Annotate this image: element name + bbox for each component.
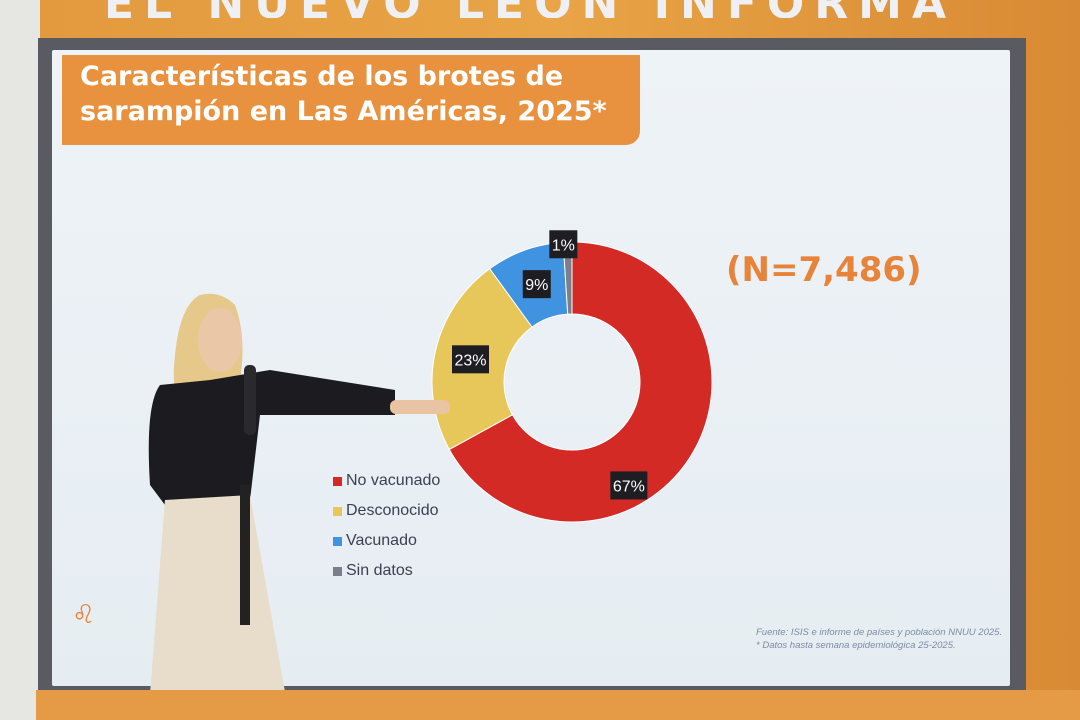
donut-slice-no-vacunado	[448, 241, 713, 523]
legend-label: Vacunado	[346, 532, 417, 549]
data-label-text: 9%	[525, 277, 548, 294]
legend-item: No vacunado	[333, 466, 440, 496]
stage-floor	[36, 690, 1080, 720]
data-label-text: 67%	[613, 478, 645, 495]
legend-swatch	[333, 476, 342, 486]
data-label: 67%	[610, 471, 648, 500]
title-line-1: Características de los brotes de	[80, 61, 564, 92]
source-note: Fuente: ISIS e informe de países y pobla…	[756, 626, 1002, 652]
data-label-box	[610, 471, 648, 500]
sample-size: (N=7,486)	[726, 250, 922, 290]
data-label-text: 23%	[454, 352, 486, 369]
legend-label: Desconocido	[346, 502, 439, 519]
legend-item: Desconocido	[333, 496, 440, 526]
source-line-1: Fuente: ISIS e informe de países y pobla…	[756, 627, 1003, 638]
data-label: 1%	[549, 230, 578, 259]
data-label: 9%	[522, 270, 551, 299]
lion-logo-icon: ♌	[72, 600, 96, 630]
legend-swatch	[333, 566, 342, 576]
data-label: 23%	[452, 345, 490, 374]
legend-label: Sin datos	[346, 562, 413, 579]
legend-swatch	[333, 506, 342, 516]
source-line-2: * Datos hasta semana epidemiológica 25-2…	[756, 640, 956, 651]
data-label-box	[452, 345, 490, 374]
title-line-2: sarampión en Las Américas, 2025*	[80, 96, 607, 127]
donut-chart: 67% 23% 9% 1%	[431, 230, 713, 523]
data-label-text: 1%	[552, 237, 575, 254]
legend-label: No vacunado	[346, 472, 441, 489]
legend-swatch	[333, 536, 342, 546]
banner-logo-text: EL NUEVO LEÓN INFORMA	[40, 0, 1020, 18]
data-label-box	[549, 230, 578, 259]
chart-legend: No vacunado Desconocido Vacunado Sin dat…	[333, 466, 440, 586]
slide-title: Características de los brotes de sarampi…	[62, 55, 640, 145]
legend-item: Vacunado	[333, 526, 440, 556]
legend-item: Sin datos	[333, 556, 440, 586]
data-label-box	[522, 270, 551, 299]
presenter-silhouette	[148, 293, 450, 720]
